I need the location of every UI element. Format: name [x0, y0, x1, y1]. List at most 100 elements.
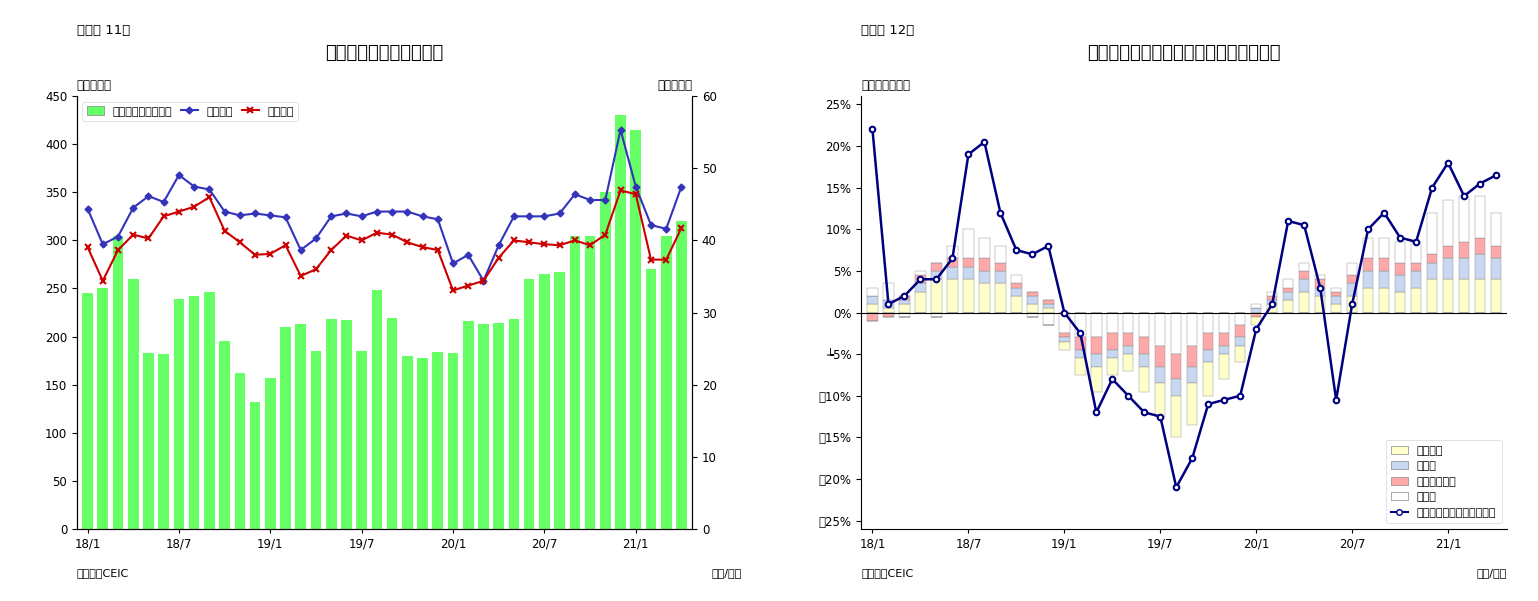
Bar	[1410, 271, 1421, 287]
Bar	[1075, 350, 1086, 358]
Bar	[1060, 334, 1069, 338]
Bar	[1490, 258, 1501, 279]
Bar	[1220, 346, 1229, 354]
Bar	[158, 354, 169, 529]
Bar	[1170, 354, 1181, 379]
Bar	[1363, 271, 1373, 287]
Bar	[1027, 313, 1038, 317]
Bar	[128, 279, 138, 529]
Bar	[1140, 338, 1149, 354]
Bar	[1410, 263, 1421, 271]
Bar	[1315, 275, 1326, 279]
Bar	[143, 353, 154, 529]
Bar	[1250, 313, 1261, 317]
Bar	[1347, 296, 1358, 313]
Bar	[1283, 279, 1293, 287]
Bar	[1235, 325, 1246, 338]
Bar	[1443, 246, 1453, 258]
Bar	[980, 237, 989, 258]
Bar	[1363, 258, 1373, 271]
Bar	[900, 300, 909, 304]
Bar	[1267, 304, 1278, 313]
Bar	[1283, 291, 1293, 300]
Bar	[1075, 313, 1086, 338]
Bar	[1203, 350, 1213, 362]
Bar	[432, 352, 443, 529]
Bar	[1460, 258, 1469, 279]
Text: （億ドル）: （億ドル）	[657, 79, 692, 92]
Bar	[1220, 354, 1229, 379]
Bar	[1490, 213, 1501, 246]
Bar	[1043, 300, 1054, 304]
Bar	[1460, 196, 1469, 242]
Bar	[1410, 287, 1421, 313]
Bar	[249, 402, 260, 529]
Bar	[615, 115, 626, 529]
Bar	[900, 313, 909, 317]
Bar	[883, 284, 894, 300]
Bar	[1010, 275, 1021, 284]
Bar	[883, 313, 894, 317]
Bar	[867, 296, 878, 304]
Bar	[1250, 317, 1261, 325]
Bar	[661, 236, 672, 529]
Bar	[1380, 237, 1389, 258]
Bar	[1443, 279, 1453, 313]
Bar	[494, 323, 504, 529]
Bar	[1380, 258, 1389, 271]
Bar	[112, 236, 123, 529]
Bar	[386, 319, 397, 529]
Bar	[280, 327, 291, 529]
Bar	[1123, 354, 1134, 371]
Bar	[1395, 242, 1406, 263]
Bar	[1187, 367, 1198, 383]
Bar	[1027, 291, 1038, 296]
Bar	[963, 279, 974, 313]
Bar	[1300, 271, 1309, 279]
Bar	[963, 230, 974, 258]
Bar	[677, 221, 687, 529]
Bar	[220, 341, 231, 529]
Bar	[900, 296, 909, 300]
Bar	[1010, 284, 1021, 287]
Bar	[1250, 304, 1261, 308]
Bar	[963, 258, 974, 267]
Bar	[1315, 287, 1326, 296]
Bar	[82, 293, 92, 529]
Bar	[930, 263, 941, 271]
Bar	[1170, 379, 1181, 395]
Legend: 電子製品, 医薬品, 石油化学製品, その他, 非石油輸出（再輸出除く）: 電子製品, 医薬品, 石油化学製品, その他, 非石油輸出（再輸出除く）	[1386, 440, 1501, 523]
Bar	[883, 300, 894, 308]
Bar	[1267, 291, 1278, 296]
Bar	[1330, 304, 1341, 313]
Bar	[867, 304, 878, 313]
Bar	[1475, 279, 1486, 313]
Bar	[1300, 279, 1309, 291]
Bar	[1330, 291, 1341, 296]
Bar	[1203, 313, 1213, 334]
Bar	[1060, 338, 1069, 341]
Bar	[463, 321, 474, 529]
Text: （億ドル）: （億ドル）	[77, 79, 112, 92]
Bar	[980, 271, 989, 284]
Bar	[448, 353, 458, 529]
Bar	[1027, 296, 1038, 304]
Bar	[1090, 338, 1101, 354]
Bar	[509, 319, 520, 529]
Text: （資料）CEIC: （資料）CEIC	[861, 568, 914, 578]
Bar	[930, 271, 941, 279]
Bar	[1090, 313, 1101, 338]
Bar	[1107, 358, 1118, 375]
Bar	[995, 284, 1006, 313]
Bar	[1155, 313, 1166, 346]
Bar	[1140, 313, 1149, 338]
Bar	[1490, 246, 1501, 258]
Bar	[995, 246, 1006, 263]
Bar	[1187, 346, 1198, 367]
Bar	[97, 288, 108, 529]
Bar	[1235, 338, 1246, 346]
Text: シンガポール　輸出の伸び率（品目別）: シンガポール 輸出の伸び率（品目別）	[1087, 43, 1281, 61]
Bar	[1043, 304, 1054, 308]
Text: （前年同期比）: （前年同期比）	[861, 79, 910, 92]
Bar	[1460, 279, 1469, 313]
